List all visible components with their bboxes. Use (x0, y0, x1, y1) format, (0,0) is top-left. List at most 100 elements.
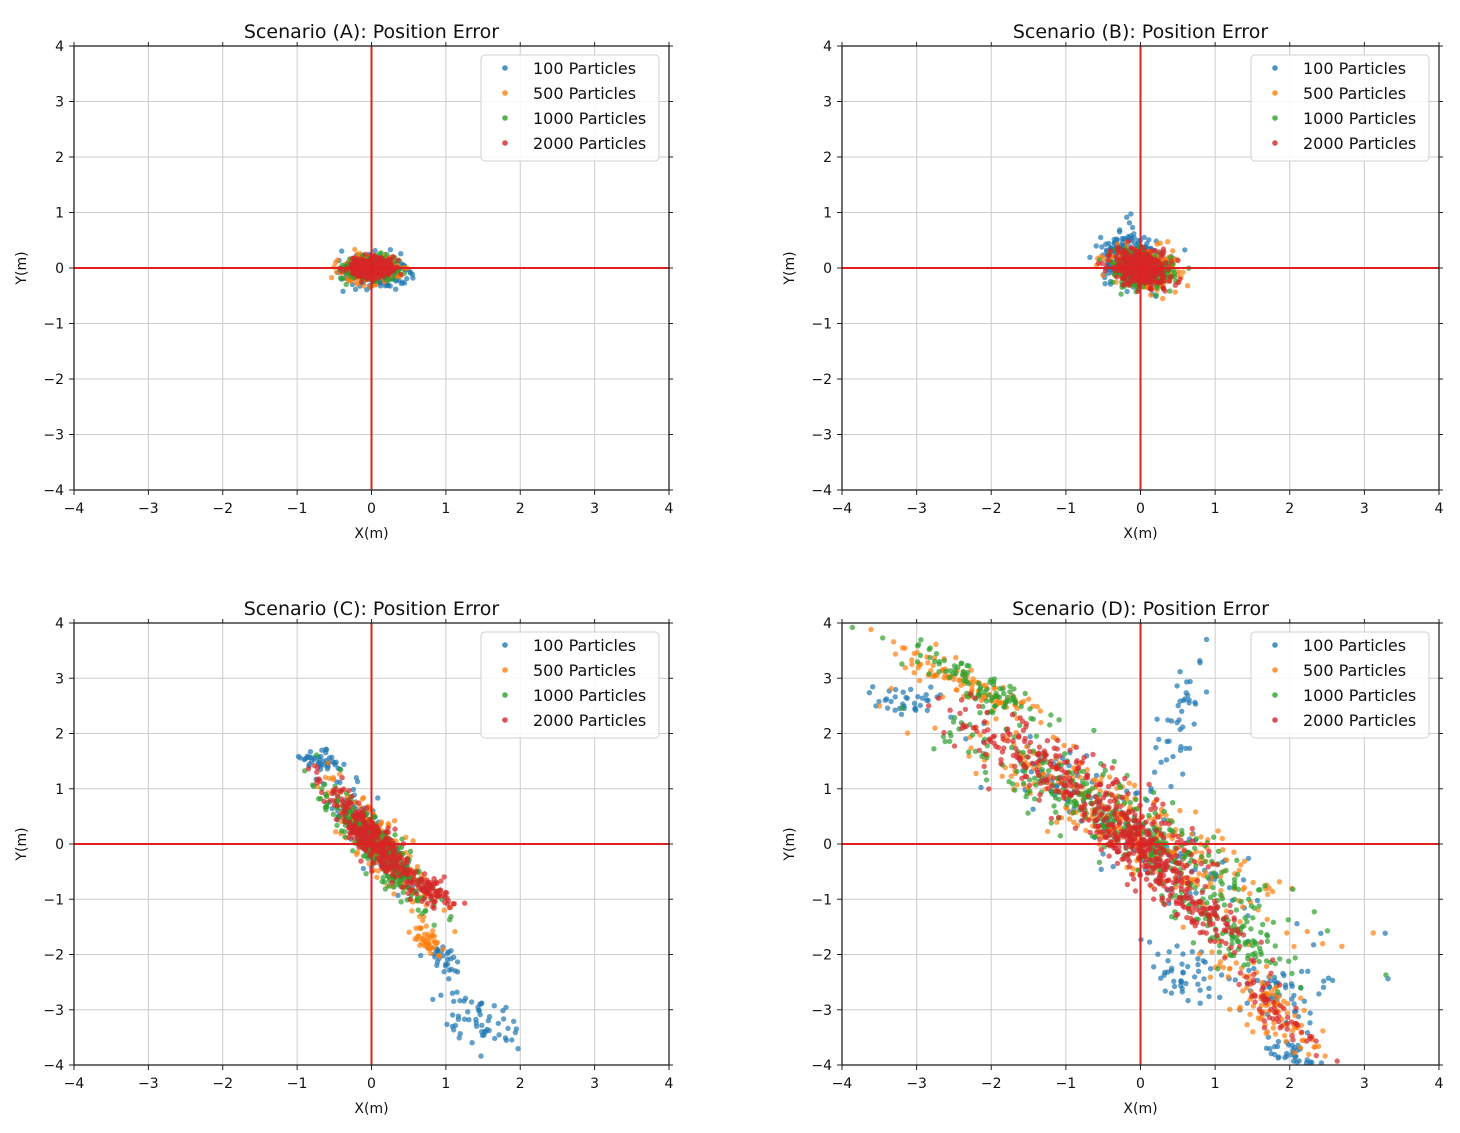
data-point (913, 707, 919, 713)
chart-title: Scenario (B): Position Error (1013, 21, 1268, 43)
data-point (1298, 968, 1305, 975)
data-point (1024, 744, 1030, 750)
data-point (384, 829, 390, 835)
data-point (417, 942, 423, 948)
data-point (347, 278, 353, 284)
data-point (305, 766, 312, 772)
data-point (415, 933, 421, 940)
data-point (1191, 721, 1197, 727)
data-point (341, 761, 347, 767)
data-point (383, 251, 390, 257)
data-point (423, 882, 429, 888)
data-point (1180, 969, 1186, 975)
data-point (1155, 951, 1161, 957)
data-point (386, 272, 392, 278)
data-point (1231, 849, 1237, 855)
data-point (1061, 742, 1067, 749)
data-point (511, 1018, 517, 1024)
data-point (1118, 291, 1124, 297)
data-point (953, 654, 959, 661)
data-point (322, 774, 329, 781)
data-point (1247, 890, 1253, 897)
data-point (396, 851, 402, 857)
data-point (1124, 288, 1130, 295)
data-point (1185, 997, 1191, 1004)
data-point (1200, 958, 1207, 964)
data-point (1275, 994, 1282, 1000)
data-point (349, 830, 356, 836)
data-point (372, 247, 378, 254)
data-point (1180, 771, 1186, 777)
data-point (371, 814, 378, 820)
data-point (1201, 976, 1207, 982)
data-point (314, 769, 320, 775)
data-point (1199, 850, 1205, 856)
data-point (1297, 1045, 1304, 1051)
data-point (1325, 975, 1332, 981)
data-point (917, 677, 923, 684)
data-point (1176, 717, 1182, 723)
data-point (1296, 1058, 1302, 1064)
data-point (1291, 1001, 1297, 1007)
data-point (435, 952, 442, 959)
data-point (406, 929, 412, 935)
legend-label: 100 Particles (1303, 59, 1406, 78)
data-point (1288, 1067, 1293, 1072)
data-point (454, 959, 461, 965)
x-tick-label: −1 (287, 1076, 308, 1092)
data-point (339, 775, 345, 781)
data-point (1114, 274, 1120, 280)
data-point (505, 1025, 511, 1032)
data-point (1226, 966, 1233, 972)
data-point (1129, 224, 1136, 231)
data-point (1282, 1054, 1288, 1061)
data-point (343, 801, 349, 807)
y-tick-label: 4 (55, 616, 64, 632)
data-point (351, 805, 357, 811)
data-point (963, 736, 969, 742)
data-point (1165, 958, 1171, 964)
data-point (360, 809, 367, 815)
legend-label: 100 Particles (533, 59, 636, 78)
data-point (1321, 978, 1327, 984)
data-point (1113, 254, 1119, 260)
data-point (358, 858, 364, 864)
y-tick-label: 1 (55, 206, 64, 222)
data-point (399, 836, 405, 842)
data-point (1217, 994, 1223, 1000)
y-tick-label: −2 (43, 948, 64, 964)
data-point (1163, 757, 1170, 763)
data-point (999, 773, 1005, 779)
data-point (319, 789, 325, 796)
data-point (398, 251, 404, 257)
data-point (1167, 288, 1173, 294)
data-point (415, 907, 421, 913)
data-point (1131, 782, 1138, 788)
data-point (1106, 252, 1112, 258)
data-point (324, 766, 331, 772)
data-point (902, 645, 908, 651)
data-point (443, 890, 450, 896)
data-point (911, 650, 917, 657)
y-tick-label: 3 (823, 95, 832, 111)
data-point (1356, 1067, 1361, 1072)
data-point (1106, 240, 1112, 247)
data-point (1195, 956, 1201, 962)
data-point (465, 1009, 471, 1015)
data-point (1182, 247, 1188, 253)
data-point (404, 856, 411, 862)
data-point (1281, 972, 1287, 979)
data-point (1106, 257, 1112, 264)
data-point (1093, 243, 1099, 249)
data-point (1197, 1000, 1203, 1006)
data-point (354, 816, 360, 822)
data-point (1170, 753, 1176, 760)
data-point (444, 961, 451, 967)
data-point (431, 938, 438, 945)
data-point (1156, 249, 1162, 255)
data-point (430, 996, 436, 1003)
y-tick-label: 1 (55, 782, 64, 798)
data-point (915, 694, 921, 700)
data-point (1034, 703, 1040, 710)
